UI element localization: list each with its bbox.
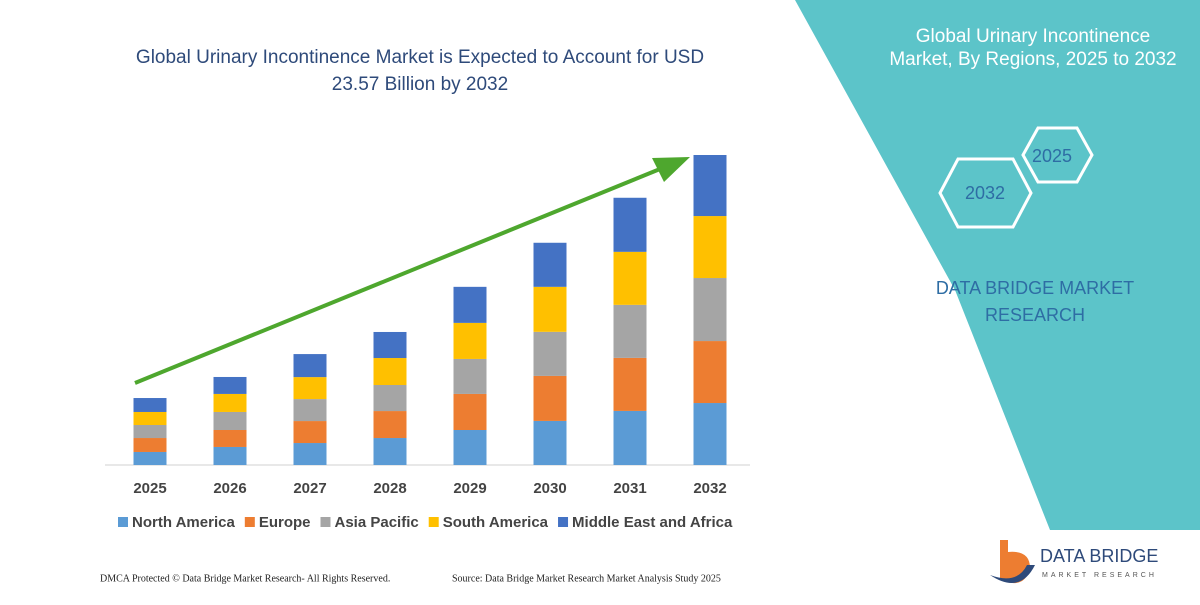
x-tick-label: 2029 — [453, 480, 486, 497]
bar-segment — [213, 393, 247, 412]
bar-segment — [453, 322, 487, 359]
bar-segment — [133, 411, 167, 425]
bar-segment — [133, 438, 167, 452]
legend-swatch — [118, 517, 128, 527]
bar-segment — [133, 451, 167, 465]
bar-segment — [293, 399, 327, 422]
x-tick-label: 2031 — [613, 480, 646, 497]
legend-label: Middle East and Africa — [572, 514, 733, 531]
bar-segment — [293, 443, 327, 465]
x-tick-label: 2027 — [293, 480, 326, 497]
bar-segment — [213, 430, 247, 447]
side-title: Global Urinary Incontinence Market, By Re… — [889, 26, 1176, 70]
bar-segment — [693, 403, 727, 465]
legend-label: South America — [443, 514, 549, 531]
bar-segment — [533, 420, 567, 465]
footer-right: Source: Data Bridge Market Research Mark… — [452, 573, 721, 584]
bar-segment — [693, 216, 727, 279]
bar-segment — [453, 358, 487, 394]
bar-segment — [533, 331, 567, 376]
bar-segment — [613, 304, 647, 358]
logo-tagline: MARKET RESEARCH — [1042, 572, 1157, 579]
bar-segment — [453, 393, 487, 430]
bar-segment — [293, 421, 327, 444]
bar-segment — [693, 278, 727, 342]
bar-segment — [373, 358, 407, 385]
bar-segment — [613, 357, 647, 411]
bar-segment — [293, 354, 327, 378]
bar-segment — [213, 376, 247, 394]
bar-segment — [533, 242, 567, 287]
bar-segment — [213, 411, 247, 430]
hexagon — [938, 157, 1033, 229]
hexagon-label: 2025 — [1032, 146, 1072, 166]
footer-left: DMCA Protected © Data Bridge Market Rese… — [100, 573, 390, 584]
bar-segment — [453, 430, 487, 465]
x-tick-label: 2030 — [533, 480, 566, 497]
legend-swatch — [320, 517, 331, 527]
bar-segment — [133, 425, 167, 439]
bar-segment — [693, 155, 727, 217]
bar-segment — [533, 375, 567, 421]
logo-name: DATA BRIDGE — [1040, 546, 1158, 566]
bar-segment — [293, 377, 327, 400]
bar-segment — [453, 286, 487, 323]
bar-segment — [613, 251, 647, 305]
legend-swatch — [244, 517, 255, 527]
legend-swatch — [558, 517, 569, 527]
side-panel-bg — [795, 0, 1200, 530]
bar-segment — [693, 341, 727, 404]
arrow-head — [652, 157, 690, 182]
x-tick-label: 2032 — [693, 480, 726, 497]
brand-text: DATA BRIDGE MARKET RESEARCH — [936, 278, 1134, 325]
bar-segment — [373, 438, 407, 465]
legend-swatch — [428, 517, 439, 527]
bar-segment — [613, 197, 647, 252]
x-tick-label: 2026 — [213, 480, 246, 497]
bar-segment — [373, 385, 407, 412]
bar-segment — [533, 286, 567, 332]
bar-segment — [613, 410, 647, 465]
bar-segment — [213, 446, 247, 465]
bar-segment — [133, 398, 167, 412]
legend-label: Asia Pacific — [335, 514, 419, 531]
legend-label: North America — [132, 514, 235, 531]
bar-segment — [373, 331, 407, 359]
logo-swoosh — [990, 565, 1035, 583]
bar-segment — [373, 411, 407, 439]
trend-arrow — [134, 167, 661, 385]
chart-title: Global Urinary Incontinence Market is Ex… — [136, 47, 704, 95]
legend-label: Europe — [259, 514, 311, 531]
hexagon-label: 2032 — [965, 183, 1005, 203]
hexagon — [1021, 126, 1094, 184]
x-tick-label: 2028 — [373, 480, 406, 497]
x-tick-label: 2025 — [133, 480, 166, 497]
